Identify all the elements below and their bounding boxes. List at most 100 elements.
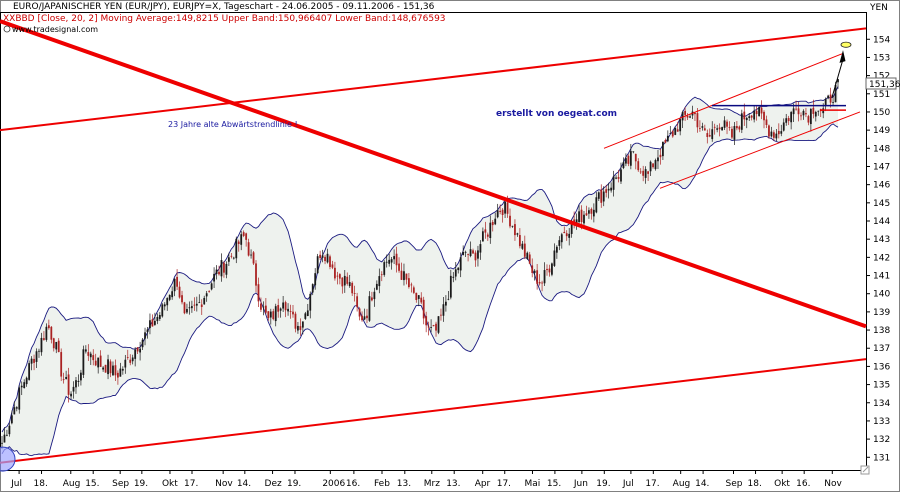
candle <box>622 157 625 170</box>
candle <box>366 308 368 324</box>
candle <box>10 410 13 425</box>
candle <box>408 272 410 289</box>
candle <box>168 294 171 302</box>
candle <box>65 370 68 380</box>
candle <box>479 240 482 260</box>
candle <box>316 253 319 274</box>
candle <box>82 345 85 379</box>
arrow-head-icon <box>839 50 846 63</box>
candle <box>77 374 80 387</box>
unit-label: YEN <box>869 3 888 13</box>
candle <box>255 260 257 293</box>
x-tick-label: 14. <box>237 479 251 489</box>
candle <box>560 232 563 249</box>
candle <box>578 205 580 226</box>
candle <box>50 326 53 344</box>
candle <box>676 121 679 132</box>
candle <box>178 281 181 299</box>
candle <box>274 303 277 327</box>
y-tick-label: 137 <box>873 344 890 354</box>
band-fill <box>2 86 838 456</box>
candle <box>489 215 492 244</box>
candle <box>117 370 119 385</box>
x-tick-label: 13. <box>446 479 460 489</box>
candle <box>696 107 699 133</box>
candle <box>694 112 696 121</box>
candle <box>523 235 526 260</box>
candle <box>814 110 817 122</box>
candle <box>136 347 139 355</box>
candle <box>758 105 760 117</box>
candle <box>420 292 423 305</box>
candle <box>124 354 127 374</box>
candle <box>829 87 832 108</box>
candle <box>104 364 107 373</box>
candle <box>70 391 72 400</box>
candle <box>787 115 790 126</box>
y-tick-label: 151 <box>873 90 890 100</box>
candle <box>297 321 299 334</box>
candle <box>208 290 211 293</box>
candle <box>358 307 361 321</box>
candle <box>708 128 711 138</box>
x-tick-label: Mrz <box>424 479 440 489</box>
candle <box>659 148 662 165</box>
candle <box>425 311 428 333</box>
candle <box>141 338 144 351</box>
candle <box>33 354 35 371</box>
candle <box>203 295 206 305</box>
last-price-box <box>865 77 897 90</box>
candle <box>770 126 773 138</box>
candle <box>388 253 391 267</box>
candle <box>119 362 122 377</box>
y-tick-label: 144 <box>873 217 890 227</box>
candle <box>52 337 55 352</box>
candle <box>321 249 324 263</box>
candle <box>743 103 746 126</box>
candle <box>153 312 156 326</box>
candle <box>432 324 435 327</box>
candle <box>410 282 413 293</box>
copyright-icon <box>3 25 11 33</box>
candle <box>827 94 830 100</box>
y-tick-label: 145 <box>873 199 890 209</box>
candle <box>114 359 117 381</box>
candle <box>89 351 92 365</box>
x-tick-label: Apr <box>475 479 491 489</box>
trendlines <box>0 19 867 472</box>
candle <box>87 344 90 361</box>
candle <box>474 250 477 267</box>
candle <box>528 251 531 265</box>
long-term-downtrend-line <box>0 19 867 329</box>
candle <box>481 227 484 242</box>
candle <box>807 114 810 126</box>
candle <box>563 226 566 234</box>
candle <box>531 258 534 278</box>
resize-grip-icon[interactable] <box>860 465 870 475</box>
candle <box>311 283 314 296</box>
candle <box>25 376 28 387</box>
candle <box>240 230 243 251</box>
candle <box>518 228 521 249</box>
y-tick-label: 135 <box>873 381 890 391</box>
candle <box>193 297 196 311</box>
candle <box>351 281 354 296</box>
candle <box>395 246 398 273</box>
y-tick-label: 154 <box>873 35 890 45</box>
x-tick-label: Mai <box>524 479 540 489</box>
candle <box>171 286 174 300</box>
candle <box>282 295 285 312</box>
candle <box>447 291 450 301</box>
candle <box>304 311 307 320</box>
candle <box>491 220 494 232</box>
candle <box>514 219 516 241</box>
candle <box>750 114 753 121</box>
x-tick-label: 15. <box>547 479 561 489</box>
candle <box>548 264 551 277</box>
candle <box>681 110 684 129</box>
candle <box>380 271 383 282</box>
candle <box>652 163 654 169</box>
candle <box>768 124 770 139</box>
candle <box>40 332 43 356</box>
candle <box>723 116 726 130</box>
